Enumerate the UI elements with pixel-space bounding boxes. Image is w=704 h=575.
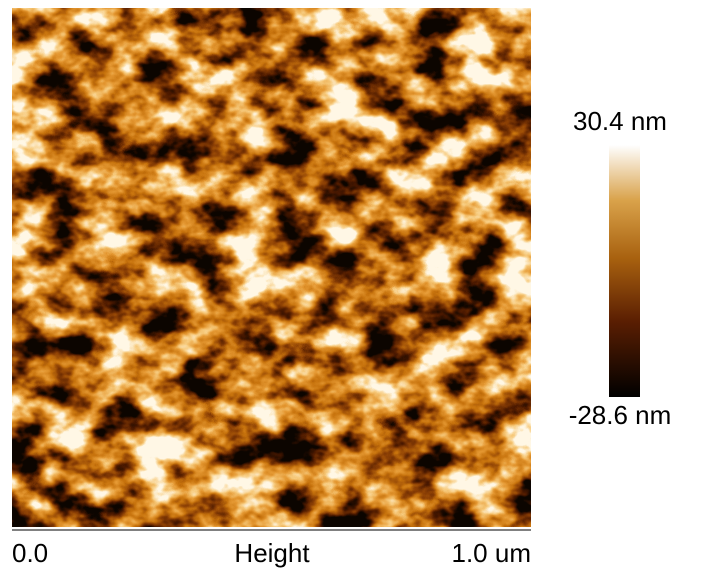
x-start-label: 0.0 xyxy=(12,538,48,568)
x-axis-label: Height xyxy=(234,538,310,568)
x-end-label: 1.0 um xyxy=(452,538,532,568)
height-image xyxy=(12,8,531,527)
colorbar-max: 30.4 nm xyxy=(573,106,667,136)
colorbar-min: -28.6 nm xyxy=(569,400,672,430)
colorbar xyxy=(609,145,640,397)
